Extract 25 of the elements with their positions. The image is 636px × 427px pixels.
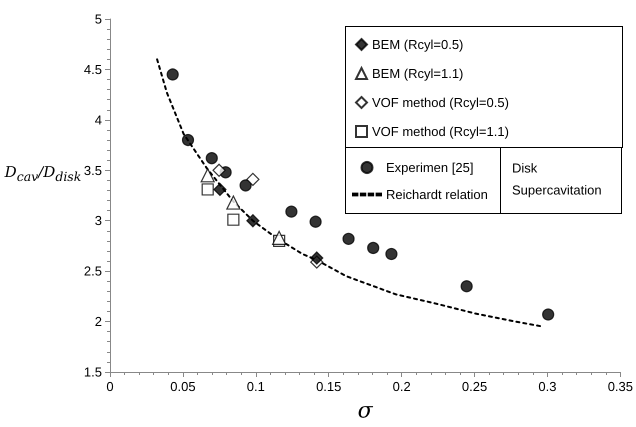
x-tick-label: 0.2: [392, 379, 411, 394]
legend-label: BEM (Rcyl=1.1): [372, 66, 464, 81]
y-tick-label: 2: [94, 314, 102, 330]
x-tick-label: 0.1: [246, 379, 265, 394]
legend-label: Experimen [25]: [386, 160, 474, 175]
y-tick-label: 3.5: [84, 162, 102, 178]
y-tick-label: 1.5: [84, 364, 102, 380]
legend-label: BEM (Rcyl=0.5): [372, 37, 464, 52]
y-tick-label: 5: [94, 12, 102, 26]
annotation: Disk Supercavitation: [512, 160, 602, 198]
y-tick-label: 4.5: [84, 62, 102, 77]
y-axis-title: D$_{cav}$/D$_{disk}$: [4, 162, 82, 186]
x-tick-label: 0.25: [462, 379, 488, 394]
x-tick-label: 0.15: [316, 379, 342, 394]
y-tick-label: 2.5: [84, 264, 102, 279]
legend-label: Reichardt relation: [386, 187, 488, 202]
x-axis-title: σ: [358, 398, 374, 424]
x-tick-label: 0.35: [608, 379, 634, 394]
x-tick-label: 0: [106, 379, 114, 394]
legend-label: VOF method (Rcyl=1.1): [372, 124, 509, 139]
y-tick-label: 4: [94, 112, 102, 128]
legend-label: VOF method (Rcyl=0.5): [372, 95, 509, 110]
x-tick-label: 0.3: [538, 379, 556, 394]
x-tick-label: 0.05: [170, 379, 196, 394]
y-tick-label: 3: [94, 213, 102, 228]
